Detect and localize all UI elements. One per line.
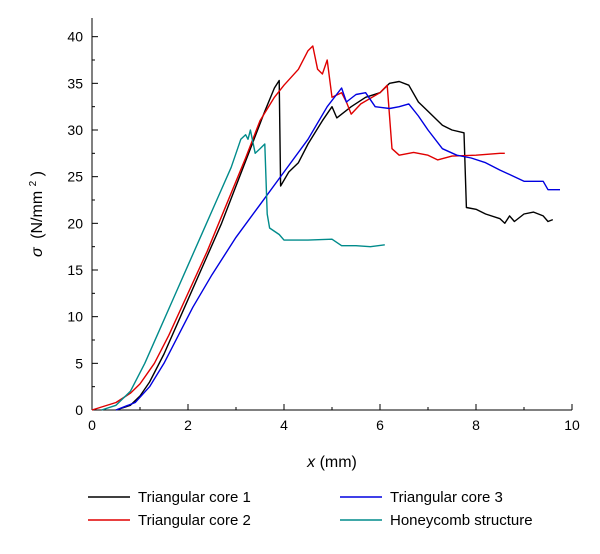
legend: Triangular core 1 Triangular core 2 Triang…: [88, 489, 533, 529]
x-tick-label: 0: [88, 417, 96, 433]
y-axis-unit-close: ): [29, 171, 46, 176]
y-axis-unit-superscript: 2: [28, 180, 39, 186]
x-tick-label: 4: [280, 417, 288, 433]
y-tick-label: 30: [67, 122, 83, 138]
x-axis-ticks: 0 2 4 6 8 10: [88, 404, 580, 433]
y-axis-unit: (N/mm: [29, 191, 46, 239]
x-axis-title: x (mm): [306, 454, 357, 471]
x-tick-label: 8: [472, 417, 480, 433]
series-line-3: [115, 87, 560, 411]
y-tick-label: 40: [67, 29, 83, 45]
y-axis-title: σ (N/mm 2 ): [23, 171, 46, 257]
series-line-1: [115, 79, 554, 411]
legend-label: Honeycomb structure: [390, 512, 533, 529]
x-tick-label: 6: [376, 417, 384, 433]
legend-item-4: Honeycomb structure: [340, 512, 533, 529]
y-tick-label: 35: [67, 75, 83, 91]
x-axis-unit: (mm): [320, 454, 357, 471]
y-tick-label: 25: [67, 169, 83, 185]
y-tick-label: 10: [67, 309, 83, 325]
y-tick-label: 15: [67, 262, 83, 278]
y-tick-label: 0: [75, 402, 83, 418]
legend-item-2: Triangular core 2: [88, 512, 251, 529]
x-tick-label: 2: [184, 417, 192, 433]
series-lines: [91, 45, 560, 411]
plot-area: 0 2 4 6 8 10 0 5 10 15 20 25 30 35 40: [67, 18, 580, 433]
legend-label: Triangular core 1: [138, 489, 251, 506]
y-axis-ticks: 0 5 10 15 20 25 30 35 40: [67, 29, 98, 418]
series-line-2: [91, 45, 505, 411]
y-tick-label: 20: [67, 215, 83, 231]
legend-label: Triangular core 3: [390, 489, 503, 506]
y-axis-symbol: σ: [29, 246, 46, 257]
x-axis-symbol: x: [306, 454, 316, 471]
x-tick-label: 10: [564, 417, 580, 433]
legend-label: Triangular core 2: [138, 512, 251, 529]
legend-item-1: Triangular core 1: [88, 489, 251, 506]
y-tick-label: 5: [75, 355, 83, 371]
series-line-4: [101, 129, 385, 411]
legend-item-3: Triangular core 3: [340, 489, 503, 506]
